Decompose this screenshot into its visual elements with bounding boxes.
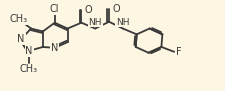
Text: O: O <box>84 5 92 15</box>
Text: O: O <box>112 4 119 14</box>
Text: NH: NH <box>116 18 129 27</box>
Text: N: N <box>51 43 58 53</box>
Text: NH: NH <box>88 18 101 27</box>
Text: CH₃: CH₃ <box>9 14 27 24</box>
Text: N: N <box>17 34 25 44</box>
Text: CH₃: CH₃ <box>20 64 38 74</box>
Text: N: N <box>25 46 33 56</box>
Text: Cl: Cl <box>50 4 59 14</box>
Text: F: F <box>176 47 181 57</box>
